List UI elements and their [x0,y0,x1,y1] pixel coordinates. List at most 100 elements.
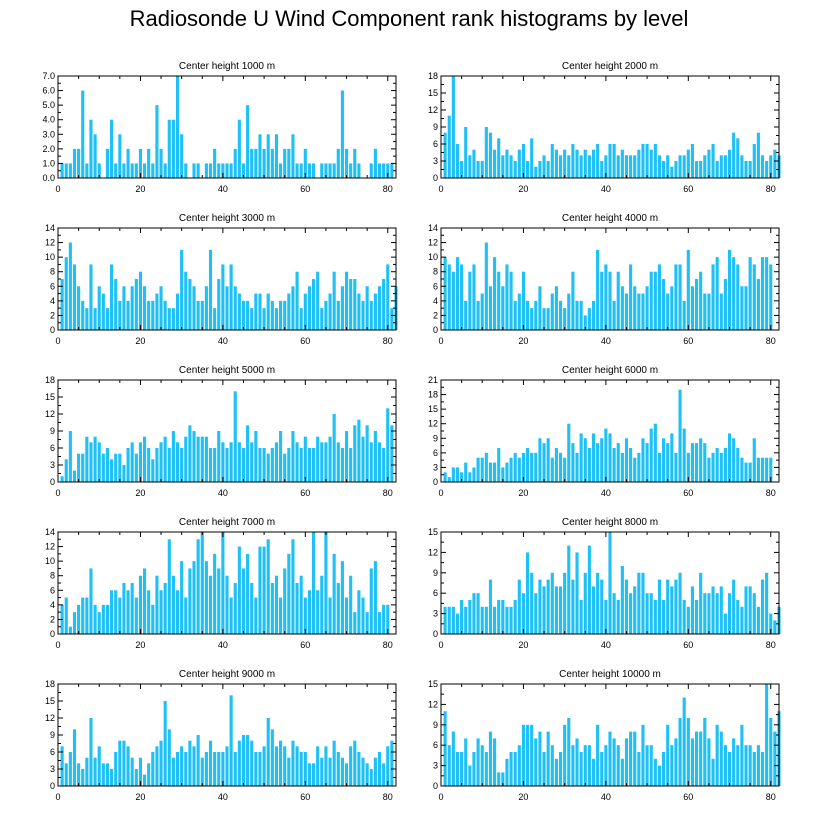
histogram-bar [633,155,637,178]
histogram-bar [612,144,616,178]
histogram-bar [118,300,122,330]
histogram-bar [760,752,765,786]
histogram-bar [703,443,707,482]
histogram-bar [163,436,167,482]
y-tick-label: 18 [45,679,55,689]
histogram-bar [740,286,744,330]
histogram-bar [703,593,707,634]
histogram-bar [645,593,649,634]
histogram-bar [134,279,138,330]
histogram-bar [357,293,361,330]
histogram-bar [274,442,279,482]
histogram-bar [122,163,126,178]
histogram-bar [629,155,633,178]
histogram-bar [682,155,686,178]
histogram-bar [283,453,287,482]
histogram-bar [225,448,229,482]
histogram-bar [509,457,513,482]
histogram-bar [575,300,579,330]
x-tick-label: 40 [218,640,228,650]
histogram-bar [143,436,147,482]
y-tick-label: 4 [433,296,438,306]
x-tick-label: 20 [518,184,528,194]
histogram-bar [143,286,147,330]
histogram-bar [303,436,307,482]
histogram-bar [114,590,118,634]
histogram-bar [241,163,246,178]
histogram-bar [480,745,484,786]
x-tick-label: 20 [518,792,528,802]
histogram-bar [241,300,246,330]
histogram-bar [105,308,110,330]
histogram-bar [682,428,686,482]
histogram-bar [558,300,563,330]
histogram-bar [517,745,521,786]
histogram-bar [336,752,340,786]
histogram-bar [550,457,554,482]
histogram-bar [316,746,320,786]
histogram-bar [472,467,476,482]
panel-title: Center height 4000 m [562,213,658,224]
histogram-bar [85,597,89,634]
histogram-bar [151,459,155,482]
histogram-bar [715,161,719,178]
y-tick-label: 2 [433,310,438,320]
histogram-bar [180,134,184,178]
histogram-bar [163,300,167,330]
histogram-bar [126,300,130,330]
histogram-bar [727,149,732,178]
histogram-bar [60,746,64,786]
histogram-bar [554,286,558,330]
y-tick-label: 0 [433,477,438,487]
x-tick-label: 60 [300,336,310,346]
histogram-bar [89,718,93,786]
histogram-bar [612,738,616,786]
histogram-bar [526,448,530,482]
histogram-bar [736,448,740,482]
histogram-bar [678,572,682,634]
y-tick-label: 0 [433,629,438,639]
histogram-bar [530,138,534,178]
histogram-bar [163,163,167,178]
panel-title: Center height 8000 m [562,517,658,528]
y-tick-label: 6 [433,588,438,598]
histogram-bar [455,467,460,482]
histogram-bar [711,144,715,178]
histogram-bar [773,149,777,178]
histogram-bar [509,155,513,178]
histogram-bar [382,163,386,178]
histogram-bar [455,144,460,178]
histogram-bar [237,119,241,178]
histogram-bar [64,163,68,178]
histogram-bar [353,425,357,482]
histogram-bar [711,452,715,482]
histogram-bar [748,745,752,786]
panel-title: Center height 3000 m [179,213,275,224]
histogram-bar [546,161,550,178]
panel-title: Center height 10000 m [559,669,661,680]
histogram-bar [567,545,571,634]
histogram-bar [674,264,678,330]
histogram-bar [695,600,699,634]
x-tick-label: 40 [218,792,228,802]
histogram-bar [143,568,147,634]
histogram-bar [451,467,455,482]
histogram-bar [662,161,666,178]
y-tick-label: 6.0 [42,86,55,96]
histogram-bar [571,144,575,178]
histogram-bar [513,300,517,330]
histogram-bar [328,757,332,786]
histogram-bar [443,606,447,634]
histogram-bar [460,264,464,330]
x-tick-label: 20 [135,640,145,650]
histogram-bar [736,745,740,786]
histogram-bar [77,148,81,178]
histogram-bar [291,134,295,178]
histogram-bar [390,163,394,178]
histogram-bar [349,163,353,178]
x-tick-label: 40 [218,488,228,498]
histogram-bar [641,293,645,330]
histogram-bar [769,457,773,482]
x-tick-label: 80 [766,488,776,498]
histogram-bar [756,279,760,330]
